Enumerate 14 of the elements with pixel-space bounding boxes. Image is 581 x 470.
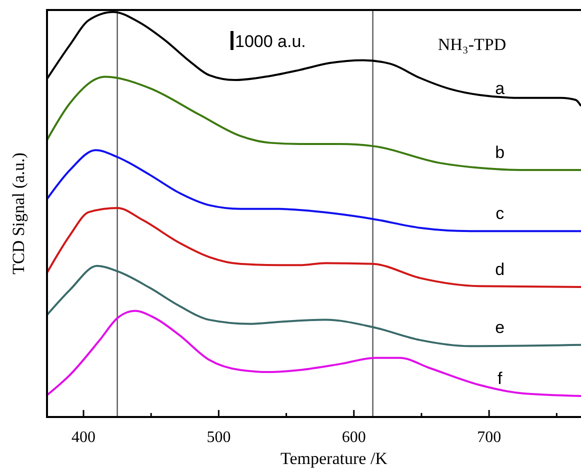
series-label: f — [498, 368, 503, 388]
series-label: a — [495, 78, 506, 98]
x-tick-label: 700 — [477, 429, 502, 446]
x-tick-label: 400 — [72, 429, 96, 446]
x-tick-label: 600 — [342, 429, 366, 446]
series-label: c — [496, 204, 505, 224]
series-label: e — [495, 318, 505, 337]
annotation: 1000 a.u. — [235, 32, 306, 51]
x-tick-label: 500 — [206, 429, 231, 446]
annotation: NH₃-TPD — [438, 35, 506, 54]
series-label: b — [495, 142, 505, 162]
series-label: d — [495, 260, 505, 279]
y-axis-title: TCD Signal (a.u.) — [9, 152, 28, 274]
x-axis-title: Temperature /K — [280, 449, 388, 468]
